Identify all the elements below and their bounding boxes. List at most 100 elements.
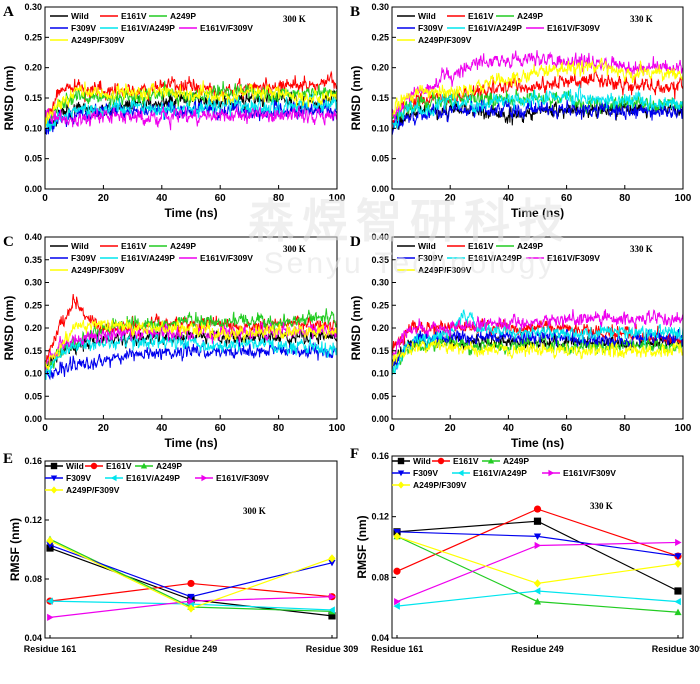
y-tick-label: 0.20 bbox=[371, 63, 389, 73]
legend-marker bbox=[437, 457, 445, 465]
x-tick-label: 80 bbox=[273, 193, 285, 204]
data-point bbox=[393, 602, 400, 610]
plot-area bbox=[45, 70, 337, 135]
x-tick-label: 100 bbox=[675, 193, 692, 204]
panel-letter: B bbox=[350, 4, 360, 20]
y-tick-label: 0.05 bbox=[371, 154, 389, 164]
panel-letter: D bbox=[350, 234, 361, 250]
legend-label: E161V bbox=[106, 461, 132, 471]
x-tick-label: 100 bbox=[329, 423, 346, 434]
y-axis-label: RMSD (nm) bbox=[349, 296, 363, 361]
series-line bbox=[392, 69, 683, 130]
legend-label: E161V/F309V bbox=[563, 468, 616, 478]
series-line bbox=[49, 544, 333, 598]
data-point bbox=[47, 613, 54, 621]
data-point bbox=[393, 567, 401, 575]
plot-frame bbox=[391, 455, 684, 639]
legend: Wild E161V A249P F309V E161V/A249P E161V/F309… bbox=[397, 241, 600, 275]
x-tick-label: 80 bbox=[619, 193, 631, 204]
x-tick-label: 60 bbox=[561, 423, 573, 434]
legend-marker bbox=[397, 481, 405, 489]
temperature-annotation: 330 K bbox=[590, 501, 613, 511]
legend-marker bbox=[140, 462, 148, 469]
x-tick-label: 60 bbox=[215, 193, 227, 204]
plot-area bbox=[392, 50, 683, 135]
y-tick-label: 0.15 bbox=[24, 346, 42, 356]
y-axis-label: RMSD (nm) bbox=[349, 66, 363, 131]
x-tick-label: 20 bbox=[98, 193, 110, 204]
series-line bbox=[45, 105, 337, 131]
x-tick-label: Residue 161 bbox=[24, 644, 77, 654]
y-tick-label: 0.04 bbox=[371, 633, 389, 643]
legend-label: F309V bbox=[66, 473, 91, 483]
x-tick-label: Residue 309 bbox=[306, 644, 359, 654]
panel-letter: F bbox=[350, 446, 359, 462]
data-point bbox=[534, 541, 542, 550]
legend-label: E161V bbox=[468, 11, 494, 21]
y-tick-label: 0.00 bbox=[24, 184, 42, 194]
y-tick-label: 0.04 bbox=[24, 633, 42, 643]
y-tick-label: 0.20 bbox=[371, 323, 389, 333]
chart-panel-c: C 0 20 40 60 80 100 Time (ns) 0.00 0.05 0.10 0.15 0.… bbox=[2, 232, 346, 450]
y-tick-label: 0.00 bbox=[24, 414, 42, 424]
y-axis-label: RMSD (nm) bbox=[2, 66, 16, 131]
data-point bbox=[329, 593, 336, 601]
y-tick-label: 0.00 bbox=[371, 184, 389, 194]
legend-label: E161V/A249P bbox=[121, 23, 175, 33]
x-tick-label: 60 bbox=[215, 423, 227, 434]
series-line bbox=[392, 57, 683, 117]
x-tick-label: 40 bbox=[503, 193, 515, 204]
y-tick-label: 0.00 bbox=[371, 414, 389, 424]
temperature-annotation: 330 K bbox=[630, 14, 653, 24]
y-tick-label: 0.10 bbox=[371, 369, 389, 379]
y-tick-label: 0.16 bbox=[371, 451, 389, 461]
y-tick-label: 0.30 bbox=[24, 2, 42, 12]
chart-panel-b: B 0 20 40 60 80 100 Time (ns) 0.00 0.05 0.10 0.15 0.… bbox=[349, 2, 692, 220]
data-point bbox=[328, 612, 336, 620]
x-tick-label: Residue 249 bbox=[165, 644, 218, 654]
legend-label: A249P/F309V bbox=[71, 35, 125, 45]
y-axis-label: RMSF (nm) bbox=[355, 515, 369, 578]
y-tick-label: 0.20 bbox=[24, 63, 42, 73]
legend-label: A249P/F309V bbox=[413, 480, 467, 490]
x-tick-label: 0 bbox=[389, 193, 395, 204]
legend: Wild E161V A249P F309V E161V/A249P E161V/F309… bbox=[45, 461, 269, 495]
legend-label: A249P bbox=[503, 456, 529, 466]
legend-label: Wild bbox=[66, 461, 84, 471]
series-line bbox=[45, 330, 337, 380]
legend-marker bbox=[397, 457, 405, 465]
series-line bbox=[392, 97, 683, 135]
temperature-annotation: 300 K bbox=[283, 14, 306, 24]
x-tick-label: 80 bbox=[619, 423, 631, 434]
legend: Wild E161V A249P F309V E161V/A249P E161V/F309… bbox=[397, 11, 600, 45]
x-tick-label: Residue 249 bbox=[511, 644, 564, 654]
chart-panel-d: D 0 20 40 60 80 100 Time (ns) 0.00 0.05 0.10 0.15 0.… bbox=[349, 232, 692, 450]
legend-label: E161V bbox=[121, 241, 147, 251]
y-tick-label: 0.35 bbox=[24, 255, 42, 265]
x-tick-label: 100 bbox=[329, 193, 346, 204]
y-tick-label: 0.12 bbox=[371, 512, 389, 522]
data-point bbox=[674, 553, 682, 560]
legend-label: F309V bbox=[418, 253, 443, 263]
y-tick-label: 0.16 bbox=[24, 456, 42, 466]
y-tick-label: 0.05 bbox=[24, 154, 42, 164]
y-tick-label: 0.05 bbox=[24, 391, 42, 401]
data-point bbox=[675, 538, 682, 547]
y-tick-label: 0.40 bbox=[371, 232, 389, 242]
legend-marker bbox=[487, 457, 495, 464]
legend-label: E161V/A249P bbox=[473, 468, 527, 478]
y-tick-label: 0.08 bbox=[24, 574, 42, 584]
data-point bbox=[46, 597, 53, 605]
x-tick-label: 40 bbox=[503, 423, 515, 434]
x-tick-label: Residue 309 bbox=[652, 644, 700, 654]
legend: Wild E161V A249P F309V E161V/A249P E161V/F309… bbox=[392, 456, 616, 490]
legend: Wild E161V A249P F309V E161V/A249P E161V/F309… bbox=[50, 241, 253, 275]
legend-label: E161V bbox=[453, 456, 479, 466]
x-tick-label: 0 bbox=[389, 423, 395, 434]
data-point bbox=[393, 528, 401, 536]
legend-label: F309V bbox=[71, 23, 96, 33]
legend-label: A249P bbox=[156, 461, 182, 471]
data-point bbox=[46, 536, 54, 545]
plot-area bbox=[392, 308, 683, 376]
